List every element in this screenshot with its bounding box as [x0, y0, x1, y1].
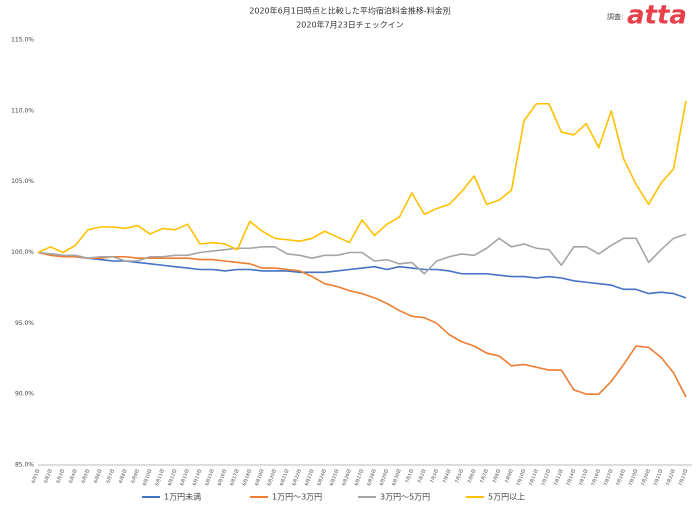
x-tick-label: 7月4日 [442, 468, 453, 484]
x-tick-label: 7月22日 [665, 468, 677, 487]
y-tick-label: 85.0% [15, 462, 34, 469]
line-series [37, 100, 687, 254]
x-tick-label: 6月29日 [379, 468, 391, 487]
x-tick-label: 6月3日 [56, 468, 67, 484]
x-tick-label: 7月5日 [454, 468, 465, 484]
x-tick-label: 6月11日 [154, 468, 166, 487]
source-label: 調査: [607, 12, 623, 21]
legend-label: 3万円～5万円 [380, 493, 430, 502]
x-tick-label: 6月23日 [304, 468, 316, 487]
x-tick-label: 7月6日 [467, 468, 478, 484]
y-tick-label: 115.0% [11, 37, 34, 44]
x-tick-label: 7月14日 [565, 468, 577, 487]
x-tick-label: 6月22日 [291, 468, 303, 487]
x-tick-label: 7月17日 [603, 468, 615, 487]
x-tick-label: 7月10日 [516, 468, 528, 487]
line-series [37, 251, 687, 299]
x-tick-label: 6月18日 [241, 468, 253, 487]
x-tick-label: 7月13日 [553, 468, 565, 487]
line-series [37, 251, 687, 398]
x-tick-label: 6月10日 [142, 468, 154, 487]
x-tick-label: 6月8日 [118, 468, 129, 484]
x-tick-label: 7月8日 [492, 468, 503, 484]
x-tick-label: 7月23日 [678, 468, 690, 487]
x-tick-label: 7月20日 [640, 468, 652, 487]
x-tick-label: 6月27日 [354, 468, 366, 487]
y-tick-label: 90.0% [15, 391, 34, 398]
legend-label: 1万円未満 [164, 492, 201, 502]
x-tick-label: 6月26日 [341, 468, 353, 487]
x-tick-label: 7月15日 [578, 468, 590, 487]
x-tick-label: 7月18日 [615, 468, 627, 487]
x-tick-label: 7月12日 [541, 468, 553, 487]
x-tick-label: 7月11日 [528, 468, 540, 487]
legend-label: 1万円～3万円 [272, 493, 322, 502]
x-tick-label: 6月1日 [31, 468, 42, 484]
x-tick-label: 7月9日 [504, 468, 515, 484]
x-tick-label: 6月5日 [80, 468, 91, 484]
x-tick-label: 7月19日 [628, 468, 640, 487]
x-tick-label: 6月13日 [179, 468, 191, 487]
chart-subtitle: 2020年7月23日チェックイン [296, 20, 404, 30]
x-tick-label: 7月7日 [479, 468, 490, 484]
x-tick-label: 6月7日 [105, 468, 116, 484]
x-tick-label: 7月1日 [404, 468, 415, 484]
x-tick-label: 6月6日 [93, 468, 104, 484]
x-tick-label: 6月15日 [204, 468, 216, 487]
x-tick-label: 6月30日 [391, 468, 403, 487]
y-tick-label: 105.0% [11, 178, 34, 185]
x-tick-label: 6月25日 [329, 468, 341, 487]
y-tick-label: 110.0% [11, 107, 34, 114]
x-tick-label: 6月2日 [43, 468, 54, 484]
x-tick-label: 6月16日 [217, 468, 229, 487]
legend-label: 5万円以上 [488, 493, 525, 502]
line-series [37, 233, 687, 275]
x-tick-label: 7月2日 [417, 468, 428, 484]
x-tick-label: 6月9日 [130, 468, 141, 484]
x-tick-label: 7月3日 [429, 468, 440, 484]
x-tick-label: 6月20日 [266, 468, 278, 487]
x-tick-label: 6月24日 [316, 468, 328, 487]
x-tick-label: 6月17日 [229, 468, 241, 487]
x-tick-label: 6月28日 [366, 468, 378, 487]
chart-title: 2020年6月1日時点と比較した平均宿泊料金推移-料金別 [249, 6, 450, 16]
x-tick-label: 7月16日 [590, 468, 602, 487]
x-tick-label: 6月4日 [68, 468, 79, 484]
logo: atta [627, 1, 687, 31]
y-tick-label: 95.0% [15, 320, 34, 327]
y-tick-label: 100.0% [11, 249, 34, 256]
x-tick-label: 6月21日 [279, 468, 291, 487]
x-tick-label: 6月19日 [254, 468, 266, 487]
x-tick-label: 6月14日 [192, 468, 204, 487]
x-tick-label: 6月12日 [167, 468, 179, 487]
x-tick-label: 7月21日 [653, 468, 665, 487]
